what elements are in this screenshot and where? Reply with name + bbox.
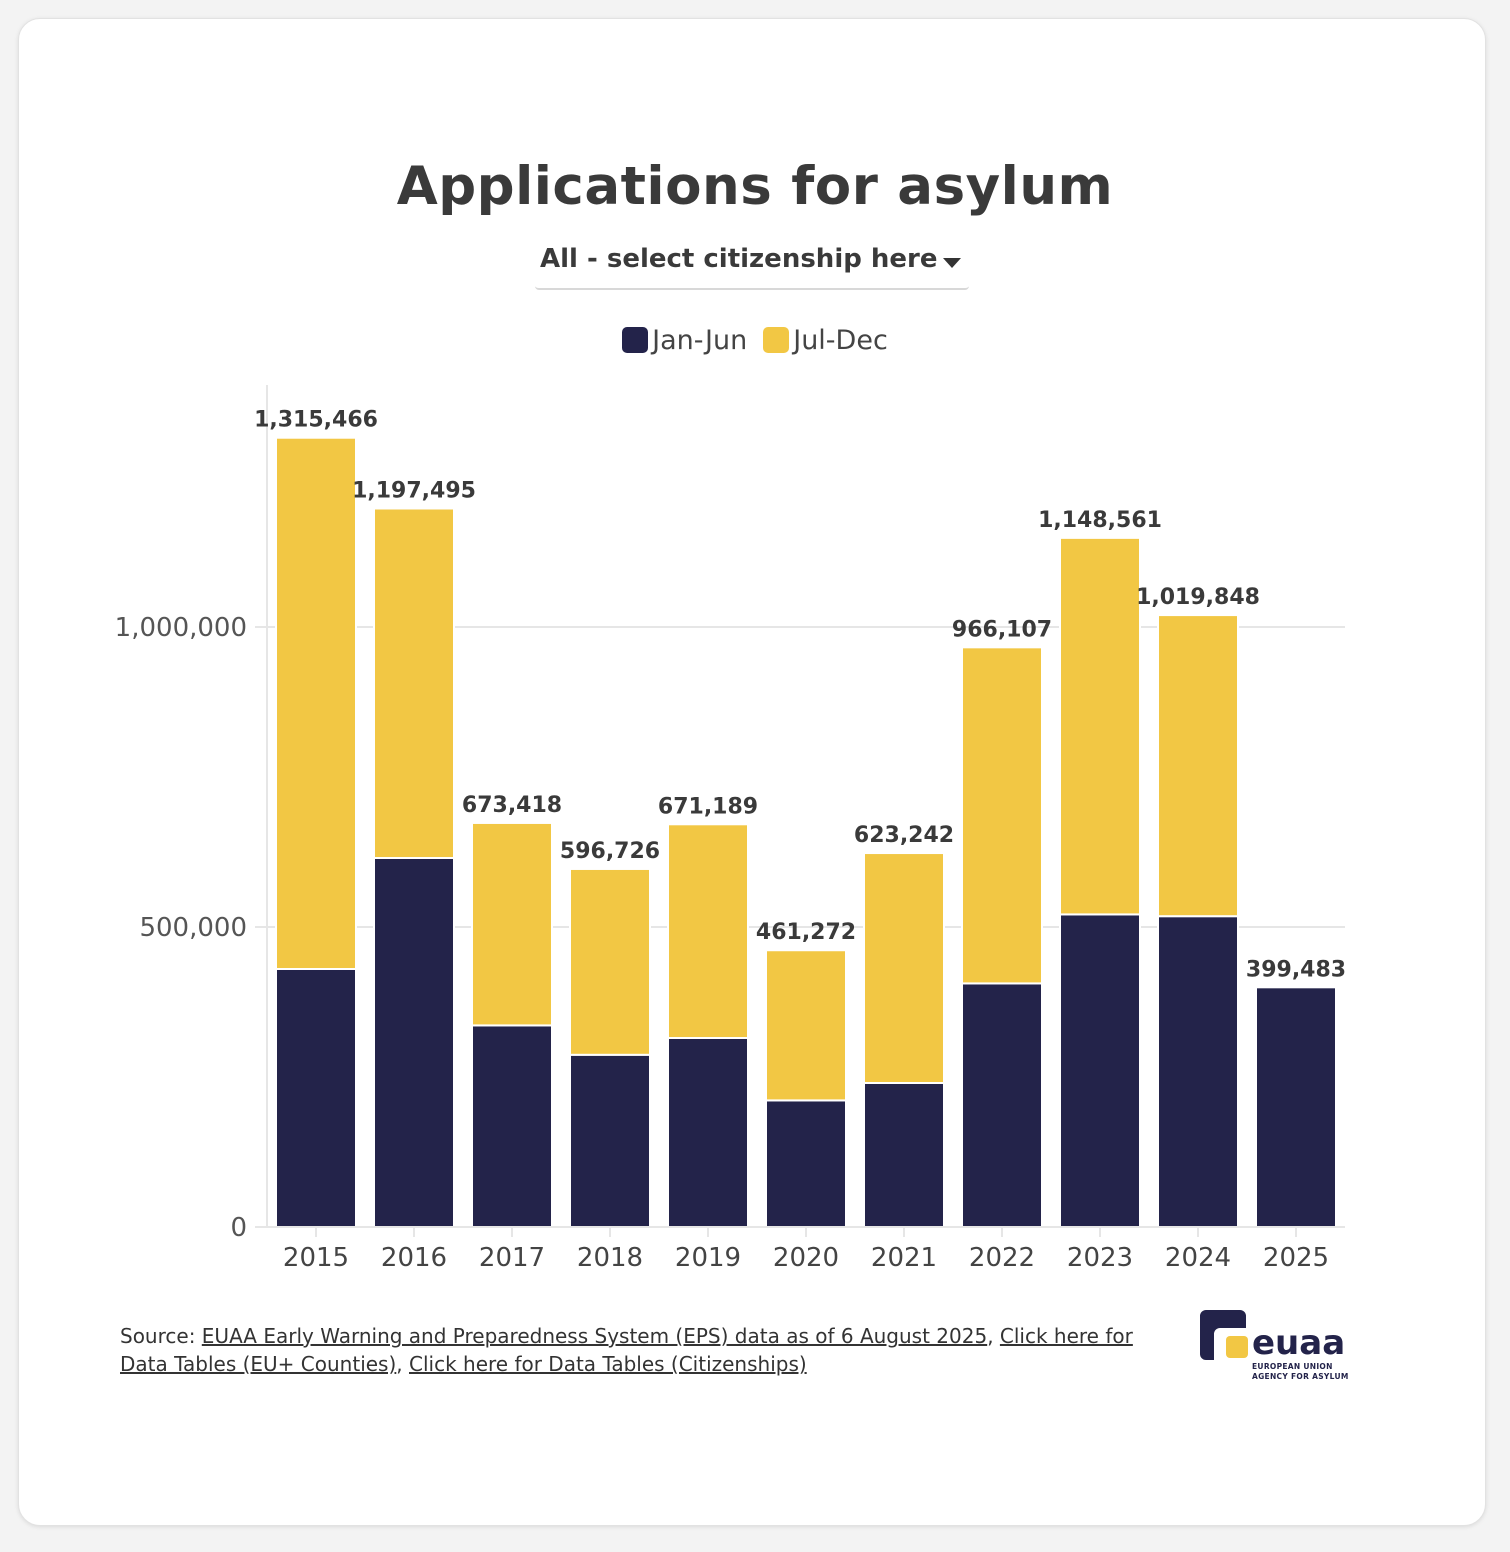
- x-tick-label-2022: 2022: [969, 1243, 1035, 1273]
- euaa-logo-icon: [1200, 1310, 1248, 1360]
- total-label-2025: 399,483: [1246, 957, 1346, 982]
- bar-jul-dec-2020: [765, 949, 847, 1102]
- logo-subtitle-line1: EUROPEAN UNION: [1252, 1362, 1333, 1371]
- bar-jan-jun-2023: [1059, 913, 1141, 1229]
- bar-jan-jun-2019: [667, 1037, 749, 1228]
- bar-jul-dec-2016: [373, 507, 455, 859]
- source-separator: ,: [396, 1352, 409, 1376]
- bar-jul-dec-2017: [471, 821, 553, 1027]
- x-tick-label-2015: 2015: [283, 1243, 349, 1273]
- total-label-2018: 596,726: [560, 839, 660, 864]
- total-label-2022: 966,107: [952, 617, 1052, 642]
- logo-subtitle-line2: AGENCY FOR ASYLUM: [1252, 1372, 1349, 1381]
- bar-jul-dec-2021: [863, 852, 945, 1085]
- bar-jul-dec-2024: [1157, 614, 1239, 918]
- bar-jan-jun-2024: [1157, 915, 1239, 1228]
- legend-swatch-jan-jun: [622, 327, 649, 353]
- x-tick-label-2020: 2020: [773, 1243, 839, 1273]
- total-label-2020: 461,272: [756, 920, 856, 945]
- chart-legend: Jan-Jun Jul-Dec: [0, 320, 1510, 360]
- y-tick-label: 500,000: [139, 913, 247, 943]
- legend-swatch-jul-dec: [763, 327, 790, 353]
- y-tick-label: 0: [230, 1213, 247, 1243]
- total-label-2015: 1,315,466: [254, 408, 378, 433]
- x-tick-label-2021: 2021: [871, 1243, 937, 1273]
- bar-jan-jun-2018: [569, 1053, 651, 1229]
- source-prefix: Source:: [120, 1324, 202, 1348]
- total-label-2024: 1,019,848: [1136, 585, 1260, 610]
- bar-jan-jun-2020: [765, 1099, 847, 1229]
- stacked-bar-chart: 0 500,000 1,000,000 1,315,466 2015 1,197,495 2…: [115, 385, 1346, 1273]
- legend-item-jan-jun[interactable]: Jan-Jun: [622, 325, 747, 356]
- total-label-2016: 1,197,495: [352, 479, 476, 504]
- bar-jul-dec-2022: [961, 646, 1043, 985]
- legend-label-jul-dec: Jul-Dec: [793, 324, 888, 356]
- source-link-citizenships[interactable]: Click here for Data Tables (Citizenships…: [409, 1352, 807, 1376]
- logo-wordmark: euaa: [1252, 1323, 1346, 1363]
- y-tick-label: 1,000,000: [115, 613, 247, 643]
- source-note: Source: EUAA Early Warning and Preparedn…: [120, 1322, 1160, 1378]
- total-label-2023: 1,148,561: [1038, 508, 1162, 533]
- bar-jan-jun-2016: [373, 857, 455, 1228]
- bar-jan-jun-2015: [275, 968, 357, 1228]
- source-separator: ,: [987, 1324, 1000, 1348]
- bar-jul-dec-2018: [569, 867, 651, 1056]
- x-tick-label-2024: 2024: [1165, 1243, 1231, 1273]
- chart-title: Applications for asylum: [396, 156, 1114, 217]
- bar-jul-dec-2019: [667, 823, 749, 1040]
- x-tick-label-2018: 2018: [577, 1243, 643, 1273]
- logo-mark-yellow: [1226, 1336, 1248, 1358]
- bar-jan-jun-2025: [1255, 986, 1337, 1228]
- x-tick-label-2017: 2017: [479, 1243, 545, 1273]
- legend-item-jul-dec[interactable]: Jul-Dec: [763, 325, 888, 356]
- x-tick-label-2023: 2023: [1067, 1243, 1133, 1273]
- total-label-2021: 623,242: [854, 823, 954, 848]
- x-tick-label-2019: 2019: [675, 1243, 741, 1273]
- citizenship-dropdown-value: All - select citizenship here: [540, 244, 938, 274]
- bar-jan-jun-2022: [961, 982, 1043, 1229]
- legend-label-jan-jun: Jan-Jun: [652, 324, 748, 356]
- source-link-eps[interactable]: EUAA Early Warning and Preparedness Syst…: [201, 1324, 988, 1348]
- x-tick-label-2016: 2016: [381, 1243, 447, 1273]
- x-tick-label-2025: 2025: [1263, 1243, 1329, 1273]
- source-link-eu-countries[interactable]: Click here for Data Tables (EU+ Counties…: [120, 1324, 1133, 1376]
- bar-jul-dec-2023: [1059, 536, 1141, 916]
- bar-jan-jun-2021: [863, 1082, 945, 1228]
- caret-down-icon[interactable]: [943, 258, 961, 268]
- citizenship-dropdown[interactable]: All - select citizenship here: [535, 240, 969, 290]
- chart-card: [18, 18, 1486, 1526]
- total-label-2019: 671,189: [658, 794, 758, 819]
- bar-jan-jun-2017: [471, 1024, 553, 1229]
- total-label-2017: 673,418: [462, 793, 562, 818]
- bar-jul-dec-2015: [275, 436, 357, 970]
- logo-subtitle: EUROPEAN UNION AGENCY FOR ASYLUM: [1252, 1362, 1352, 1382]
- logo-mark-navy: [1200, 1310, 1246, 1360]
